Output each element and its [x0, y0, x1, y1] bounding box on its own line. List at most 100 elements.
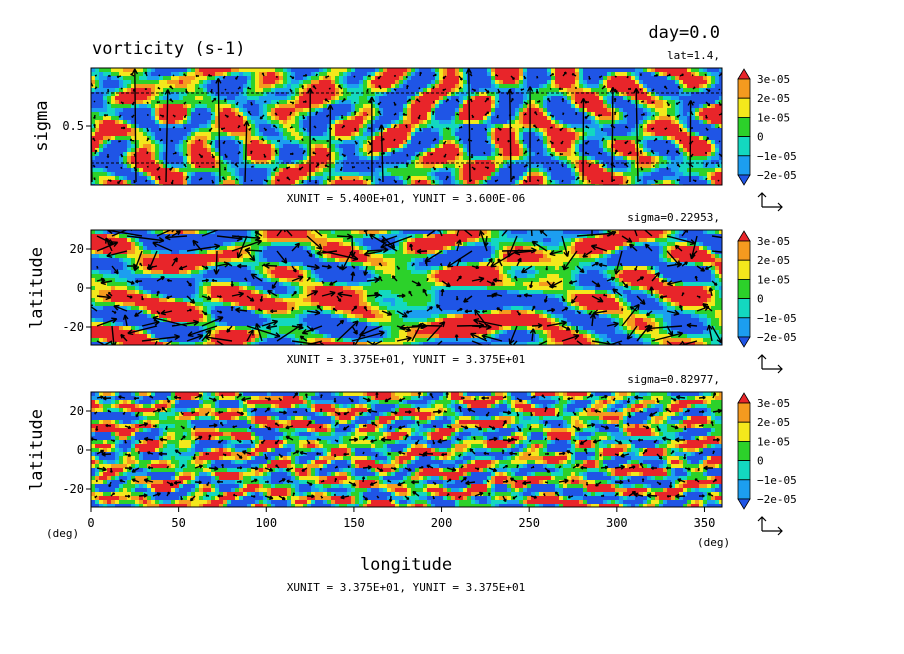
vorticity-cell — [387, 100, 392, 105]
wind-vector — [272, 124, 278, 129]
vorticity-cell — [387, 172, 392, 177]
vorticity-cell — [207, 92, 212, 97]
vorticity-cell — [259, 176, 264, 181]
vorticity-cell — [151, 152, 156, 157]
vorticity-cell — [695, 76, 700, 81]
vorticity-cell — [423, 124, 428, 129]
vorticity-cell — [627, 80, 632, 85]
vorticity-cell — [271, 108, 276, 113]
vorticity-cell — [415, 164, 420, 169]
wind-vector — [442, 75, 447, 80]
vorticity-cell — [367, 80, 372, 85]
vorticity-cell — [115, 148, 120, 153]
vorticity-cell — [535, 72, 540, 77]
vorticity-cell — [563, 140, 568, 145]
wind-vector — [432, 86, 435, 90]
vorticity-cell — [451, 140, 456, 145]
vorticity-cell — [203, 104, 208, 109]
vorticity-cell — [527, 148, 532, 153]
vorticity-cell — [271, 100, 276, 105]
vorticity-cell — [231, 124, 236, 129]
vorticity-cell — [279, 72, 284, 77]
vorticity-cell — [423, 160, 428, 165]
vorticity-cell — [387, 116, 392, 121]
vorticity-cell — [567, 100, 572, 105]
vorticity-cell — [515, 96, 520, 101]
vorticity-cell — [119, 144, 124, 149]
vorticity-cell — [475, 72, 480, 77]
vorticity-cell — [299, 104, 304, 109]
vorticity-cell — [691, 160, 696, 165]
vorticity-cell — [459, 120, 464, 125]
vorticity-cell — [167, 116, 172, 121]
vorticity-cell — [371, 116, 376, 121]
vorticity-cell — [647, 164, 652, 169]
vorticity-cell — [447, 96, 452, 101]
vorticity-cell — [367, 136, 372, 141]
vorticity-cell — [187, 176, 192, 181]
vorticity-cell — [619, 176, 624, 181]
vorticity-cell — [363, 124, 368, 129]
vorticity-cell — [471, 72, 476, 77]
vorticity-cell — [263, 68, 268, 73]
vorticity-cell — [599, 180, 604, 185]
vorticity-cell — [255, 132, 260, 137]
wind-vector — [326, 178, 330, 181]
vorticity-cell — [243, 96, 248, 101]
vorticity-cell — [679, 124, 684, 129]
vorticity-cell — [707, 148, 712, 153]
vorticity-cell — [179, 96, 184, 101]
vorticity-cell — [523, 124, 528, 129]
wind-vector — [393, 165, 399, 169]
vorticity-cell — [139, 72, 144, 77]
vorticity-cell — [283, 96, 288, 101]
vorticity-cell — [463, 132, 468, 137]
vorticity-cell — [247, 168, 252, 173]
vorticity-cell — [491, 80, 496, 85]
vorticity-cell — [455, 76, 460, 81]
vorticity-cell — [295, 148, 300, 153]
vorticity-cell — [511, 68, 516, 73]
vorticity-cell — [687, 136, 692, 141]
vorticity-cell — [179, 116, 184, 121]
wind-vector — [131, 101, 135, 106]
vorticity-cell — [147, 148, 152, 153]
vorticity-cell — [151, 84, 156, 89]
vorticity-cell — [567, 112, 572, 117]
vorticity-cell — [451, 88, 456, 93]
wind-vector — [169, 85, 174, 90]
vorticity-cell — [315, 144, 320, 149]
vorticity-cell — [151, 168, 156, 173]
vorticity-cell — [279, 100, 284, 105]
vorticity-cell — [195, 172, 200, 177]
vorticity-cell — [423, 176, 428, 181]
wind-vector — [289, 152, 294, 156]
vorticity-cell — [327, 80, 332, 85]
vorticity-cell — [215, 112, 220, 117]
vorticity-cell — [531, 136, 536, 141]
vorticity-cell — [495, 168, 500, 173]
vorticity-cell — [607, 120, 612, 125]
vorticity-cell — [627, 132, 632, 137]
wind-vector — [354, 140, 358, 145]
vorticity-cell — [443, 172, 448, 177]
vorticity-cell — [447, 140, 452, 145]
vorticity-cell — [315, 68, 320, 73]
vorticity-cell — [563, 168, 568, 173]
vorticity-cell — [243, 116, 248, 121]
vorticity-cell — [627, 144, 632, 149]
vorticity-cell — [531, 152, 536, 157]
vorticity-cell — [311, 144, 316, 149]
vorticity-cell — [247, 160, 252, 165]
wind-vector — [198, 177, 203, 181]
vorticity-cell — [255, 128, 260, 133]
vorticity-cell — [311, 92, 316, 97]
vorticity-cell — [171, 72, 176, 77]
vorticity-cell — [711, 100, 716, 105]
vorticity-cell — [351, 72, 356, 77]
vorticity-cell — [139, 116, 144, 121]
vorticity-cell — [339, 152, 344, 157]
vorticity-cell — [415, 180, 420, 185]
vorticity-cell — [439, 180, 444, 185]
vorticity-cell — [679, 136, 684, 141]
